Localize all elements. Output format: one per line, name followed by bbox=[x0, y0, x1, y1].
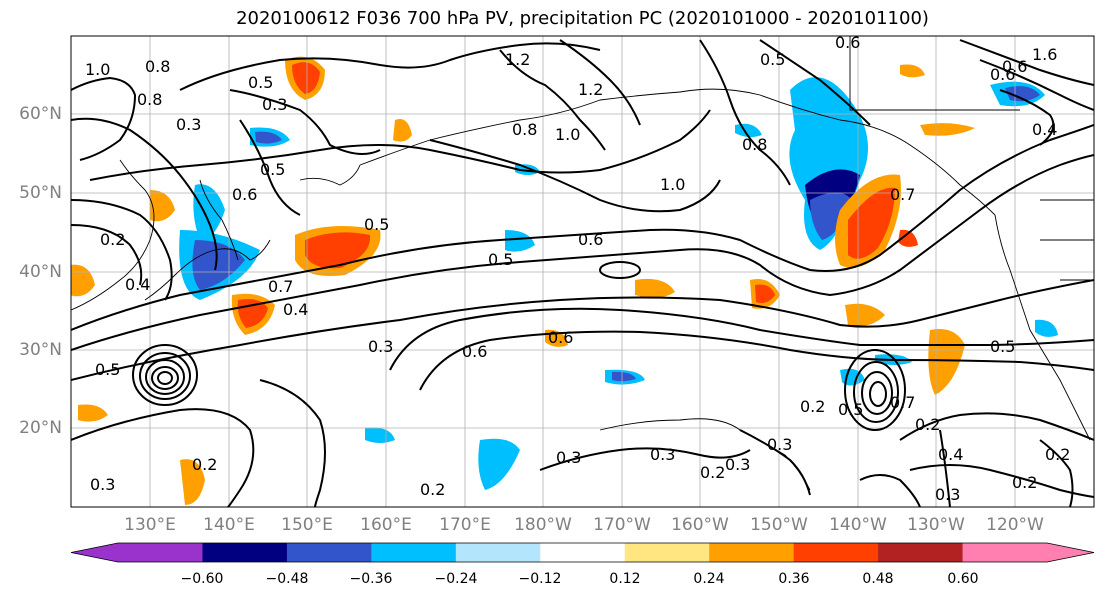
map-frame bbox=[70, 35, 1095, 508]
colorbar-tick-label: 0.60 bbox=[947, 571, 979, 587]
lat-label: 40°N bbox=[19, 262, 62, 282]
contour-label: 0.3 bbox=[650, 445, 675, 464]
contour-label: 0.6 bbox=[232, 185, 257, 204]
colorbar-segment bbox=[118, 543, 203, 562]
contour-label: 0.4 bbox=[283, 300, 308, 319]
colorbar-tick-label: −0.36 bbox=[349, 571, 393, 587]
lon-label: 170°E bbox=[439, 515, 491, 535]
contour-label: 0.5 bbox=[260, 160, 285, 179]
colorbar-segment bbox=[202, 543, 288, 562]
colorbar-segment bbox=[793, 543, 879, 562]
lon-label: 180°W bbox=[514, 515, 572, 535]
colorbar-segment bbox=[878, 543, 964, 562]
contour-label: 0.5 bbox=[990, 337, 1015, 356]
contour-label: 0.5 bbox=[488, 250, 513, 269]
graticule bbox=[71, 36, 1094, 507]
contour-label: 1.0 bbox=[85, 60, 110, 79]
lon-label: 140°E bbox=[203, 515, 255, 535]
contour-label: 0.2 bbox=[1012, 473, 1037, 492]
colorbar-extend-high bbox=[1047, 543, 1094, 562]
colorbar-segment bbox=[286, 543, 372, 562]
colorbar-tick-label: 0.24 bbox=[693, 571, 725, 587]
contour-label: 0.2 bbox=[915, 415, 940, 434]
contour-label: 0.2 bbox=[100, 230, 125, 249]
lat-label: 60°N bbox=[19, 104, 62, 124]
contour-label: 0.2 bbox=[420, 480, 445, 499]
contour-label: 0.6 bbox=[548, 328, 573, 347]
contour-label: 0.4 bbox=[125, 275, 150, 294]
contour-label: 0.3 bbox=[176, 115, 201, 134]
colorbar bbox=[70, 542, 1095, 563]
contour-label: 0.5 bbox=[95, 360, 120, 379]
contour-label: 0.5 bbox=[838, 400, 863, 419]
colorbar-segment bbox=[709, 543, 795, 562]
contour-label: 0.3 bbox=[767, 435, 792, 454]
lon-label: 150°E bbox=[281, 515, 333, 535]
contour-label: 0.3 bbox=[935, 485, 960, 504]
contour-label: 1.0 bbox=[660, 175, 685, 194]
colorbar-tick-label: −0.12 bbox=[518, 571, 562, 587]
lon-label: 170°W bbox=[593, 515, 651, 535]
contour-label: 0.2 bbox=[1045, 445, 1070, 464]
closed-contours bbox=[132, 261, 906, 431]
colorbar-segment bbox=[624, 543, 710, 562]
lat-label: 30°N bbox=[19, 340, 62, 360]
contour-label: 0.3 bbox=[90, 475, 115, 494]
contour-label: 0.4 bbox=[938, 445, 963, 464]
colorbar-segment bbox=[371, 543, 457, 562]
colorbar-extend-low bbox=[71, 543, 118, 562]
colorbar-tick-label: 0.12 bbox=[609, 571, 641, 587]
contour-label: 0.8 bbox=[145, 57, 170, 76]
pv-contours bbox=[71, 39, 1094, 507]
contour-label: 0.3 bbox=[368, 337, 393, 356]
colorbar-tick-label: −0.60 bbox=[180, 571, 224, 587]
contour-label: 0.2 bbox=[800, 397, 825, 416]
contour-label: 0.3 bbox=[262, 95, 287, 114]
precipitation-shading bbox=[71, 56, 1058, 505]
contour-label: 0.6 bbox=[462, 342, 487, 361]
contour-label: 0.8 bbox=[742, 135, 767, 154]
contour-label: 0.6 bbox=[990, 65, 1015, 84]
colorbar-segment bbox=[455, 543, 541, 562]
lat-label: 50°N bbox=[19, 183, 62, 203]
lon-label: 130°E bbox=[124, 515, 176, 535]
contour-label: 0.5 bbox=[364, 215, 389, 234]
colorbar-tick-label: 0.36 bbox=[778, 571, 810, 587]
contour-label: 0.3 bbox=[725, 455, 750, 474]
lon-label: 160°W bbox=[671, 515, 729, 535]
colorbar-segment bbox=[540, 543, 626, 562]
colorbar-outline bbox=[70, 542, 1095, 563]
contour-label: 1.6 bbox=[1032, 45, 1057, 64]
contour-label: 0.6 bbox=[1002, 57, 1027, 76]
plot-title: 2020100612 F036 700 hPa PV, precipitatio… bbox=[236, 8, 929, 29]
colorbar-segment bbox=[962, 543, 1048, 562]
contour-label: 0.2 bbox=[700, 463, 725, 482]
lon-label: 140°W bbox=[829, 515, 887, 535]
contour-labels: 0.5 0.3 0.8 1.0 1.2 1.2 0.8 1.0 0.5 0.8 … bbox=[85, 33, 1070, 504]
contour-label: 0.3 bbox=[556, 448, 581, 467]
lon-label: 150°W bbox=[750, 515, 808, 535]
colorbar-tick-label: 0.48 bbox=[862, 571, 894, 587]
contour-label: 1.2 bbox=[505, 50, 530, 69]
contour-label: 0.7 bbox=[268, 277, 293, 296]
colorbar-tick-label: −0.24 bbox=[434, 571, 478, 587]
contour-label: 0.8 bbox=[512, 120, 537, 139]
contour-label: 0.6 bbox=[835, 33, 860, 52]
lon-label: 130°W bbox=[907, 515, 965, 535]
contour-label: 0.5 bbox=[248, 73, 273, 92]
contour-label: 0.7 bbox=[890, 393, 915, 412]
contour-label: 0.8 bbox=[137, 90, 162, 109]
contour-label: 0.7 bbox=[890, 185, 915, 204]
lon-label: 120°W bbox=[986, 515, 1044, 535]
contour-label: 1.0 bbox=[555, 125, 580, 144]
contour-label: 0.4 bbox=[1032, 120, 1057, 139]
colorbar-tick-label: −0.48 bbox=[265, 571, 309, 587]
contour-label: 1.2 bbox=[578, 80, 603, 99]
contour-label: 0.5 bbox=[760, 50, 785, 69]
lat-label: 20°N bbox=[19, 418, 62, 438]
contour-label: 0.2 bbox=[192, 455, 217, 474]
contour-label: 0.6 bbox=[578, 230, 603, 249]
lon-label: 160°E bbox=[360, 515, 412, 535]
